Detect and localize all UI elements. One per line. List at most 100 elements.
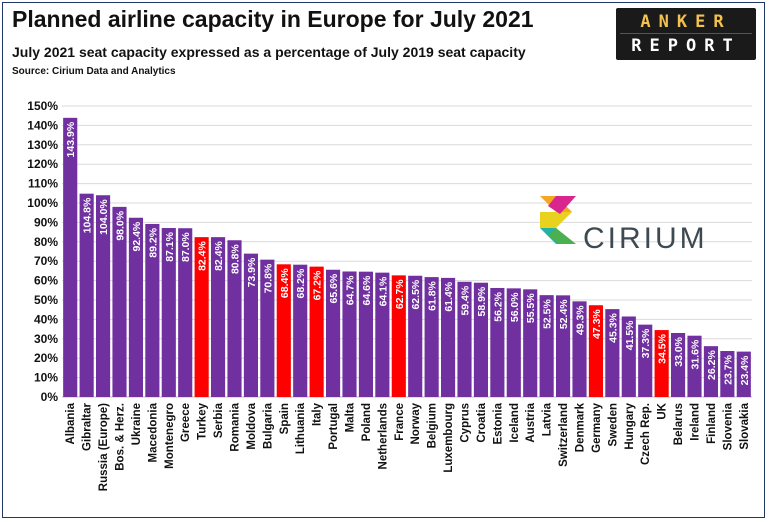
x-tick-label: Poland bbox=[361, 403, 373, 441]
bar-value-label: 52.5% bbox=[542, 298, 554, 328]
bar-value-label: 62.5% bbox=[410, 279, 422, 309]
y-tick-label: 110% bbox=[28, 177, 58, 191]
bar-value-label: 41.5% bbox=[624, 320, 636, 350]
bar-value-label: 55.5% bbox=[525, 293, 537, 323]
y-tick-label: 20% bbox=[34, 351, 58, 365]
bar bbox=[96, 195, 111, 397]
x-tick-label: Ukraine bbox=[131, 403, 143, 445]
bar bbox=[720, 351, 735, 397]
x-tick-label: Gibraltar bbox=[82, 402, 94, 450]
x-tick-label: Cyprus bbox=[460, 403, 472, 443]
anker-report-logo: ANKER REPORT bbox=[616, 8, 756, 60]
bar bbox=[588, 305, 603, 397]
x-tick-label: Lithuania bbox=[295, 402, 307, 454]
bar bbox=[112, 206, 127, 397]
y-tick-label: 90% bbox=[34, 215, 58, 229]
x-tick-label: Russia (Europe) bbox=[98, 403, 110, 491]
bar bbox=[572, 301, 587, 397]
x-tick-label: Bos. & Herz. bbox=[115, 403, 127, 471]
bar-value-label: 56.0% bbox=[509, 292, 521, 322]
bar bbox=[473, 282, 488, 397]
y-tick-label: 0% bbox=[41, 390, 59, 404]
bar-value-label: 37.3% bbox=[640, 328, 652, 358]
bar-value-label: 104.8% bbox=[82, 197, 94, 233]
x-tick-label: Macedonia bbox=[147, 402, 159, 462]
bar-value-label: 52.4% bbox=[558, 299, 570, 329]
x-tick-label: Moldova bbox=[246, 402, 258, 449]
bar bbox=[391, 275, 406, 397]
bar-value-label: 65.6% bbox=[328, 273, 340, 303]
bar-value-label: 56.2% bbox=[492, 291, 504, 321]
bar bbox=[375, 272, 390, 397]
bar-value-label: 89.2% bbox=[147, 227, 159, 257]
bars: 143.9% 104.8% 104.0% 98.0% 92.4% 89.2% 87.1% 87… bbox=[63, 117, 751, 398]
bar bbox=[194, 237, 209, 397]
chart-title: Planned airline capacity in Europe for J… bbox=[12, 6, 534, 32]
bar-value-label: 58.9% bbox=[476, 286, 488, 316]
bar-value-label: 61.8% bbox=[427, 280, 439, 310]
bar-value-label: 62.7% bbox=[394, 279, 406, 309]
bar-value-label: 73.9% bbox=[246, 257, 258, 287]
bar-value-label: 82.4% bbox=[197, 240, 209, 270]
y-tick-label: 80% bbox=[34, 235, 58, 249]
bar-value-label: 70.8% bbox=[262, 263, 274, 293]
bar bbox=[326, 269, 341, 397]
bar-value-label: 143.9% bbox=[65, 121, 77, 157]
bar bbox=[671, 332, 686, 397]
bar bbox=[424, 277, 439, 397]
x-tick-label: Slovakia bbox=[739, 402, 751, 449]
x-tick-label: Italy bbox=[312, 402, 324, 426]
bar-value-label: 59.4% bbox=[460, 285, 472, 315]
x-tick-label: Denmark bbox=[575, 402, 587, 452]
x-tick-label: Albania bbox=[65, 402, 77, 444]
bar bbox=[145, 223, 160, 397]
x-axis-labels: Albania Gibraltar Russia (Europe) Bos. & He… bbox=[65, 402, 751, 491]
y-tick-label: 100% bbox=[27, 196, 58, 210]
x-tick-label: Slovenia bbox=[722, 402, 734, 450]
bar bbox=[178, 228, 193, 397]
bar bbox=[605, 309, 620, 397]
bar-value-label: 80.8% bbox=[230, 244, 242, 274]
bar bbox=[490, 287, 505, 397]
bar bbox=[243, 253, 258, 397]
bar bbox=[128, 217, 143, 397]
bar bbox=[161, 228, 176, 397]
x-tick-label: Ireland bbox=[690, 403, 702, 441]
x-tick-label: Estonia bbox=[492, 402, 504, 444]
bar-value-label: 68.2% bbox=[295, 268, 307, 298]
x-tick-label: Greece bbox=[180, 403, 192, 442]
bar-value-label: 26.2% bbox=[706, 350, 718, 380]
bar bbox=[79, 193, 94, 397]
bar bbox=[736, 351, 751, 397]
bar bbox=[408, 275, 423, 397]
bar bbox=[293, 264, 308, 397]
chart-subtitle: July 2021 seat capacity expressed as a p… bbox=[12, 44, 526, 60]
bar bbox=[506, 288, 521, 397]
bar bbox=[358, 271, 373, 397]
bar bbox=[539, 295, 554, 397]
bar-value-label: 23.4% bbox=[739, 355, 751, 385]
cirium-mark-yellow bbox=[540, 212, 572, 228]
bar-value-label: 34.5% bbox=[657, 333, 669, 363]
bar bbox=[703, 346, 718, 397]
x-tick-label: Luxembourg bbox=[443, 403, 455, 473]
bar bbox=[687, 335, 702, 397]
y-tick-label: 30% bbox=[34, 332, 58, 346]
cirium-mark-magenta bbox=[548, 196, 576, 214]
y-tick-label: 60% bbox=[34, 274, 58, 288]
bar-value-label: 49.3% bbox=[575, 305, 587, 335]
x-tick-label: Austria bbox=[525, 402, 537, 442]
x-tick-label: Hungary bbox=[624, 402, 636, 449]
bar-value-label: 104.0% bbox=[98, 199, 110, 235]
bar-value-label: 92.4% bbox=[131, 221, 143, 251]
y-tick-label: 50% bbox=[34, 293, 58, 307]
bar-value-label: 68.4% bbox=[279, 268, 291, 298]
logo-divider bbox=[620, 33, 752, 34]
bar-value-label: 87.0% bbox=[180, 232, 192, 262]
x-tick-label: UK bbox=[657, 402, 669, 419]
bar-value-label: 47.3% bbox=[591, 309, 603, 339]
bar bbox=[654, 330, 669, 397]
bar bbox=[309, 266, 324, 397]
bar-value-label: 98.0% bbox=[115, 210, 127, 240]
